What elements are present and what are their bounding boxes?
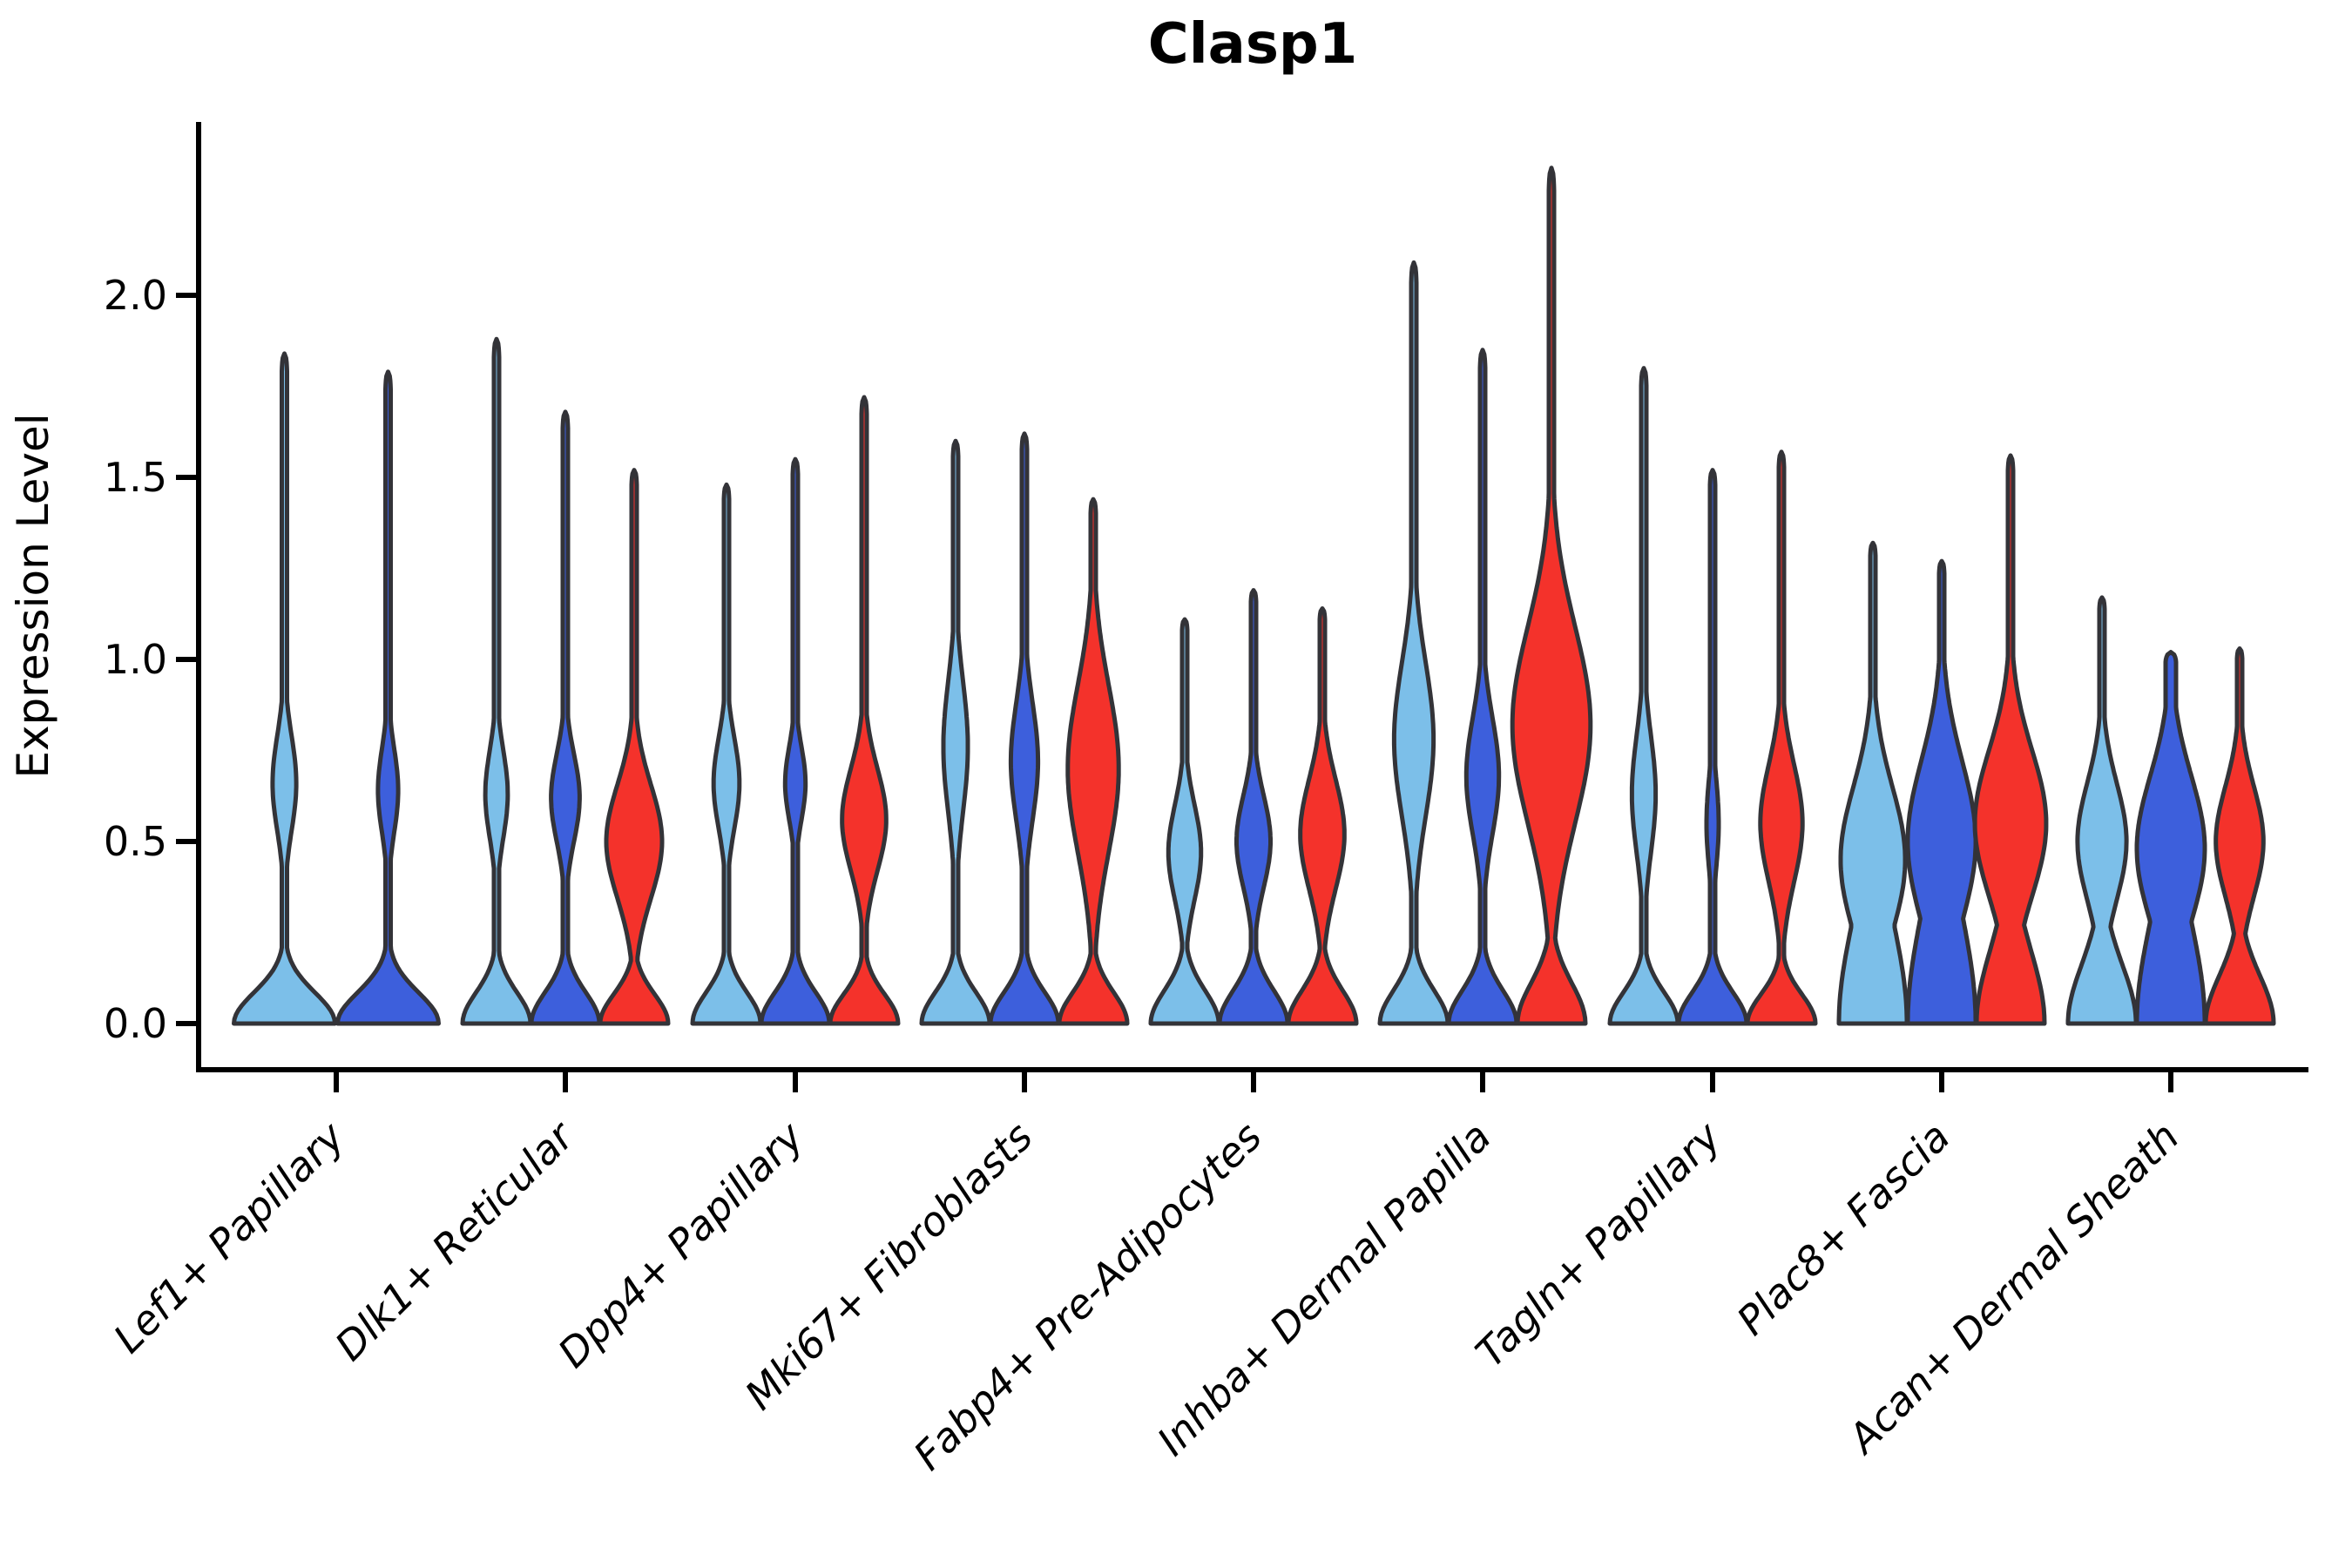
violin-7-light_blue [1836,540,1909,1026]
violin-1-dark_blue [529,409,602,1026]
x-tick-label: Plac8+ Fascia [1727,1113,1958,1344]
violin-1-light_blue [460,336,533,1026]
y-tick-label: 1.5 [104,454,167,501]
violin-6-dark_blue [1676,468,1749,1026]
violin-8-light_blue [2065,595,2139,1026]
violin-3-red [1057,497,1130,1026]
y-tick-label: 0.0 [104,1000,167,1047]
violin-7-red [1972,453,2049,1026]
y-tick-label: 2.0 [104,272,167,319]
x-tick-label: Dpp4+ Papillary [549,1112,813,1376]
x-tick-label: Dlk1+ Reticular [326,1111,585,1369]
violin-5-dark_blue [1446,348,1519,1026]
violin-0-light_blue [232,351,337,1026]
violin-2-dark_blue [759,456,832,1026]
x-tick-label: Tagln+ Papillary [1466,1112,1730,1376]
violin-2-red [828,395,901,1026]
x-tick-label: Lef1+ Papillary [105,1112,354,1362]
y-tick-label: 1.0 [104,636,167,683]
violins-layer [232,166,2276,1026]
violin-1-red [598,468,671,1026]
violin-0-dark_blue [335,369,441,1026]
axes-layer [176,122,2308,1092]
y-axis-label: Expression Level [8,413,58,778]
violin-6-light_blue [1607,366,1680,1026]
violin-4-dark_blue [1217,588,1290,1026]
violin-2-light_blue [690,482,763,1026]
violin-8-red [2203,646,2276,1026]
violin-7-dark_blue [1905,558,1978,1026]
violin-4-light_blue [1148,617,1221,1026]
violin-6-red [1745,449,1818,1026]
violin-4-red [1286,606,1359,1026]
violin-3-light_blue [919,438,992,1026]
violin-5-red [1510,166,1593,1026]
violin-8-dark_blue [2134,650,2207,1026]
y-tick-label: 0.5 [104,818,167,865]
chart-title: Clasp1 [1148,12,1358,77]
violin-3-dark_blue [988,431,1061,1026]
violin-5-light_blue [1377,260,1450,1026]
